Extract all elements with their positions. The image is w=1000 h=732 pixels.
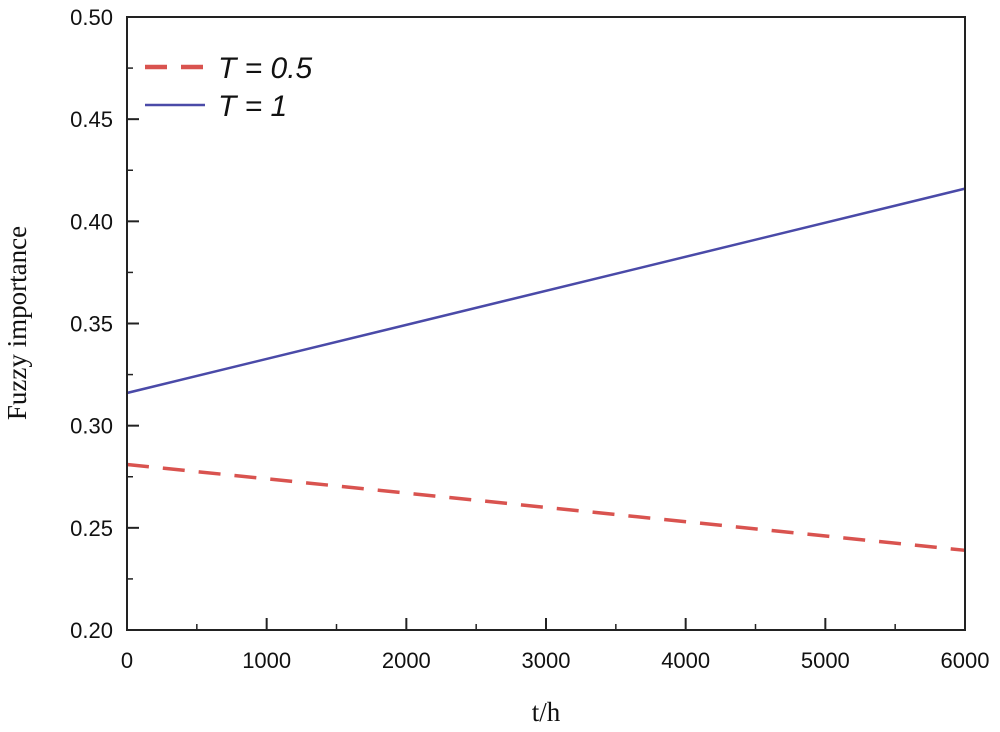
legend: T = 0.5 T = 1 [145,52,313,123]
series-line-2 [126,187,966,395]
y-tick-label: 0.30 [70,414,113,439]
plot-frame [126,16,966,631]
y-tick-label: 0.50 [70,5,113,30]
y-tick-label: 0.25 [70,516,113,541]
x-tick-label: 1000 [242,648,291,673]
x-tick-label: 0 [121,648,133,673]
x-axis-ticks: 0 1000 2000 3000 4000 5000 6000 [121,618,990,673]
x-tick-label: 3000 [522,648,571,673]
x-tick-label: 2000 [382,648,431,673]
x-tick-label: 4000 [661,648,710,673]
y-axis-ticks: 0.20 0.25 0.30 0.35 0.40 0.45 0.50 [70,5,139,643]
legend-label-1: T = 0.5 [218,52,313,85]
x-tick-label: 5000 [801,648,850,673]
series-line-1 [126,462,966,553]
y-axis-title: Fuzzy importance [2,226,32,420]
series-layer [126,187,966,553]
x-tick-label: 6000 [941,648,990,673]
x-axis-title: t/h [532,697,561,727]
y-tick-label: 0.40 [70,209,113,234]
y-tick-label: 0.35 [70,312,113,337]
y-tick-label: 0.20 [70,618,113,643]
legend-label-2: T = 1 [218,90,287,123]
y-tick-label: 0.45 [70,107,113,132]
